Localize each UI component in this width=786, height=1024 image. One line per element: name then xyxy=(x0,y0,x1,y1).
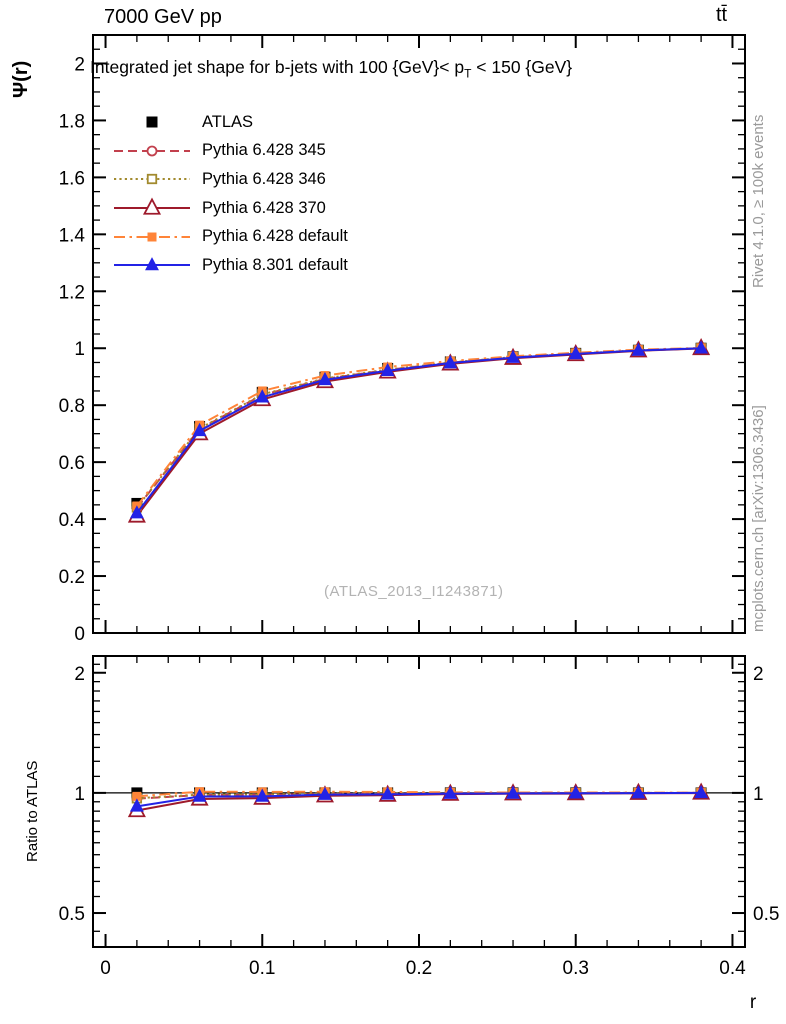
svg-text:1.6: 1.6 xyxy=(59,168,85,189)
process-label: tt̄ xyxy=(716,4,728,26)
open-triangle-legend-icon xyxy=(114,197,190,215)
svg-text:1.2: 1.2 xyxy=(59,282,85,303)
svg-text:0.6: 0.6 xyxy=(59,453,85,474)
svg-text:0.4: 0.4 xyxy=(59,510,86,531)
mcplots-reference-note: mcplots.cern.ch [arXiv:1306.3436] xyxy=(750,405,767,632)
legend-label: Pythia 6.428 345 xyxy=(202,141,326,160)
svg-text:2: 2 xyxy=(753,664,764,685)
analysis-id-watermark: (ATLAS_2013_I1243871) xyxy=(324,583,504,600)
svg-text:2: 2 xyxy=(74,664,85,685)
legend-label: Pythia 6.428 346 xyxy=(202,169,326,188)
legend-entry: ATLAS xyxy=(112,108,348,137)
filled-triangle-legend-icon xyxy=(114,257,190,271)
open-square-legend-icon xyxy=(114,174,190,185)
svg-text:0.5: 0.5 xyxy=(59,904,85,925)
y-axis-title-ratio: Ratio to ATLAS xyxy=(24,760,41,862)
rivet-version-note: Rivet 4.1.0, ≥ 100k events xyxy=(750,114,767,288)
svg-text:1: 1 xyxy=(74,339,85,360)
filled-square-legend-icon xyxy=(146,116,158,128)
legend-entry: Pythia 8.301 default xyxy=(112,251,348,280)
svg-text:0.2: 0.2 xyxy=(59,567,85,588)
open-circle-legend-icon xyxy=(114,145,190,157)
svg-text:0: 0 xyxy=(74,624,85,645)
plot-title-subscript: T xyxy=(464,66,472,81)
svg-text:1.4: 1.4 xyxy=(59,225,86,246)
svg-text:0.3: 0.3 xyxy=(563,958,589,979)
svg-text:1.8: 1.8 xyxy=(59,111,85,132)
legend-entry: Pythia 6.428 345 xyxy=(112,137,348,166)
svg-text:0.1: 0.1 xyxy=(249,958,275,979)
plot-title: Integrated jet shape for b-jets with 100… xyxy=(90,57,572,81)
beam-energy-label: 7000 GeV pp xyxy=(104,6,222,28)
plot-title-post: < 150 {GeV} xyxy=(471,57,573,77)
svg-text:2: 2 xyxy=(74,54,85,75)
svg-text:0.5: 0.5 xyxy=(753,904,779,925)
svg-text:1: 1 xyxy=(753,784,764,805)
svg-text:0.8: 0.8 xyxy=(59,396,85,417)
y-axis-title-main: Ψ(r) xyxy=(10,60,32,98)
legend-label: ATLAS xyxy=(202,112,254,131)
legend-entry: Pythia 6.428 346 xyxy=(112,165,348,194)
svg-text:0: 0 xyxy=(100,958,111,979)
legend: ATLAS Pythia 6.428 345 Pythia 6.428 346 Pyt… xyxy=(112,108,348,280)
svg-text:1: 1 xyxy=(74,784,85,805)
legend-label: Pythia 6.428 default xyxy=(202,227,348,246)
legend-entry: Pythia 6.428 default xyxy=(112,222,348,251)
svg-text:0.4: 0.4 xyxy=(719,958,746,979)
filled-square-legend-icon xyxy=(114,232,190,242)
svg-text:0.2: 0.2 xyxy=(406,958,432,979)
svg-text:r: r xyxy=(750,992,757,1013)
legend-label: Pythia 6.428 370 xyxy=(202,198,326,217)
plot-title-pre: Integrated jet shape for b-jets with 100… xyxy=(90,57,465,77)
legend-entry: Pythia 6.428 370 xyxy=(112,194,348,223)
legend-label: Pythia 8.301 default xyxy=(202,255,348,274)
